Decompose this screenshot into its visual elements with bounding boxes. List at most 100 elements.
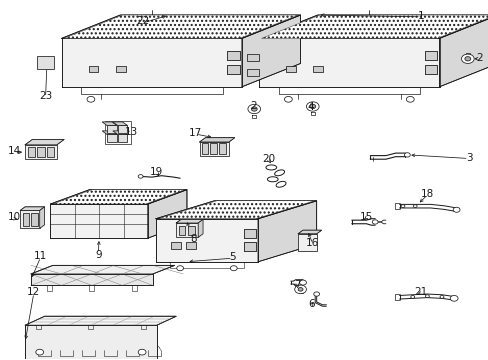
Polygon shape — [176, 223, 198, 237]
Text: 21: 21 — [413, 287, 427, 297]
Polygon shape — [227, 51, 239, 60]
Polygon shape — [156, 201, 316, 219]
Polygon shape — [102, 131, 117, 134]
Polygon shape — [171, 242, 181, 249]
Text: 2: 2 — [475, 53, 482, 63]
Polygon shape — [116, 66, 125, 72]
Polygon shape — [25, 316, 176, 325]
Polygon shape — [113, 122, 127, 126]
Polygon shape — [25, 325, 157, 359]
Polygon shape — [25, 139, 64, 145]
Text: 18: 18 — [420, 189, 433, 199]
Circle shape — [294, 285, 306, 294]
Polygon shape — [102, 122, 117, 126]
Circle shape — [138, 349, 146, 355]
Text: 3: 3 — [466, 153, 472, 163]
Polygon shape — [219, 143, 225, 154]
Circle shape — [439, 296, 443, 298]
Polygon shape — [37, 147, 44, 157]
Circle shape — [247, 104, 260, 114]
Polygon shape — [176, 220, 203, 223]
Polygon shape — [47, 147, 54, 157]
Polygon shape — [64, 15, 298, 39]
Text: 17: 17 — [189, 128, 202, 138]
Circle shape — [449, 296, 457, 301]
Polygon shape — [298, 230, 321, 234]
Polygon shape — [40, 207, 44, 228]
Polygon shape — [424, 51, 436, 60]
Circle shape — [452, 207, 459, 212]
Polygon shape — [259, 39, 439, 87]
Text: 16: 16 — [305, 238, 319, 248]
Polygon shape — [261, 15, 488, 39]
Polygon shape — [210, 143, 217, 154]
Polygon shape — [50, 190, 186, 204]
Polygon shape — [118, 134, 127, 142]
Polygon shape — [285, 66, 295, 72]
Polygon shape — [61, 15, 300, 39]
Polygon shape — [188, 226, 194, 234]
Polygon shape — [107, 126, 117, 134]
Circle shape — [230, 266, 237, 271]
Text: 10: 10 — [8, 212, 21, 222]
Polygon shape — [25, 145, 57, 159]
Polygon shape — [243, 229, 255, 238]
Polygon shape — [31, 274, 153, 285]
Polygon shape — [242, 15, 300, 87]
Polygon shape — [186, 242, 196, 249]
Text: 23: 23 — [39, 91, 52, 101]
Circle shape — [87, 96, 95, 102]
Text: 19: 19 — [150, 167, 163, 177]
Circle shape — [284, 96, 292, 102]
Polygon shape — [199, 138, 234, 142]
Text: 14: 14 — [8, 146, 21, 156]
Circle shape — [306, 102, 319, 111]
Polygon shape — [424, 65, 436, 74]
Polygon shape — [37, 56, 54, 69]
Polygon shape — [246, 69, 259, 76]
Polygon shape — [158, 201, 314, 219]
Polygon shape — [259, 15, 488, 39]
Circle shape — [464, 57, 470, 61]
Polygon shape — [243, 242, 255, 251]
Text: 5: 5 — [229, 252, 236, 262]
Circle shape — [298, 288, 303, 291]
Polygon shape — [201, 143, 208, 154]
Circle shape — [309, 104, 315, 109]
Circle shape — [176, 266, 183, 271]
Circle shape — [251, 107, 257, 111]
Polygon shape — [27, 147, 35, 157]
Polygon shape — [178, 226, 184, 234]
Circle shape — [299, 280, 306, 285]
Polygon shape — [113, 131, 127, 134]
Circle shape — [404, 153, 409, 157]
Circle shape — [406, 96, 413, 102]
Text: 2: 2 — [249, 102, 256, 112]
Polygon shape — [258, 201, 316, 262]
Text: 13: 13 — [124, 127, 138, 137]
Circle shape — [461, 54, 473, 63]
Text: 4: 4 — [307, 102, 313, 112]
Polygon shape — [20, 211, 40, 228]
Polygon shape — [199, 142, 228, 156]
Circle shape — [138, 175, 143, 178]
Polygon shape — [22, 213, 29, 226]
Circle shape — [425, 295, 428, 298]
Polygon shape — [298, 234, 316, 251]
Polygon shape — [88, 66, 98, 72]
Polygon shape — [31, 265, 174, 274]
Polygon shape — [227, 65, 239, 74]
Circle shape — [412, 205, 416, 208]
Polygon shape — [20, 207, 44, 211]
Polygon shape — [61, 39, 242, 87]
Polygon shape — [50, 204, 148, 238]
Polygon shape — [246, 54, 259, 61]
Polygon shape — [439, 15, 488, 87]
Polygon shape — [118, 126, 127, 134]
Polygon shape — [148, 190, 186, 238]
Polygon shape — [53, 190, 184, 204]
Circle shape — [313, 292, 319, 296]
Text: 22: 22 — [136, 17, 149, 27]
Text: 7: 7 — [293, 280, 300, 290]
Circle shape — [371, 220, 377, 224]
